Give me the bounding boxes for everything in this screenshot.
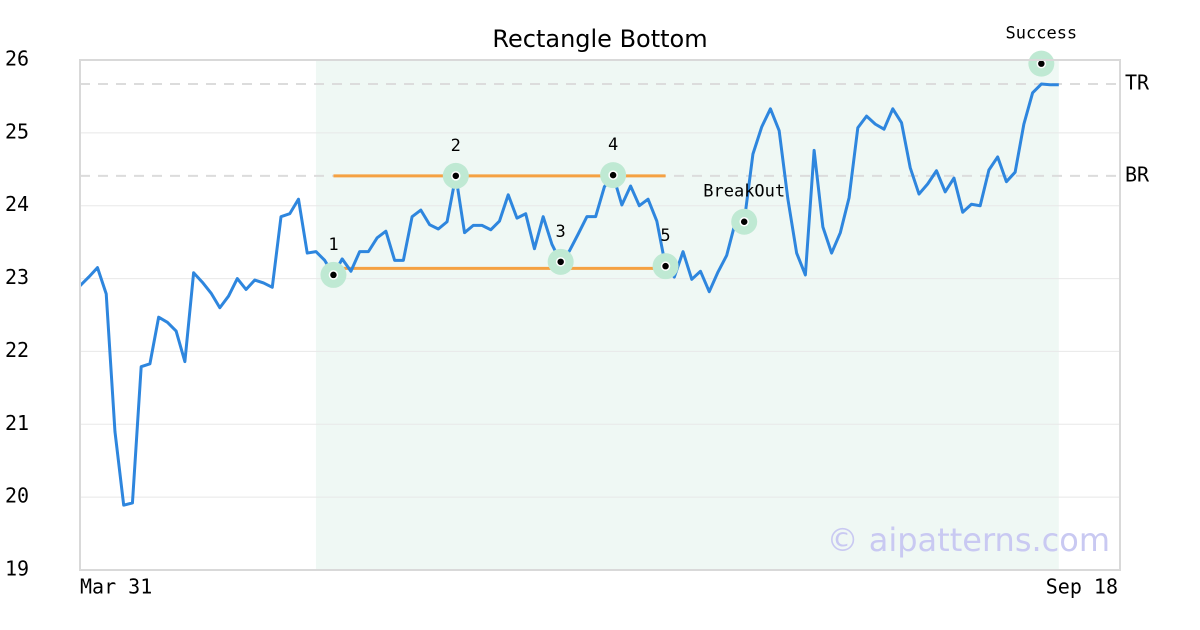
pattern-point-label: 3 (556, 222, 566, 242)
level-label: TR (1125, 71, 1150, 95)
pattern-point (660, 261, 671, 271)
plot-frame (79, 59, 1121, 571)
pattern-point (739, 216, 749, 227)
y-tick-label: 24 (5, 192, 29, 216)
pattern-point-label: 1 (328, 235, 338, 255)
level-label: BR (1125, 162, 1150, 186)
watermark: © aipatterns.com (827, 521, 1110, 559)
pattern-point-label: 5 (660, 226, 670, 246)
pattern-point-label: BreakOut (703, 182, 785, 202)
y-tick-label: 23 (5, 265, 29, 289)
pattern-point (608, 170, 618, 180)
pattern-point (555, 257, 566, 267)
x-tick-label: Sep 18 (1046, 575, 1118, 599)
pattern-point-label: Success (1006, 24, 1078, 44)
y-tick-label: 26 (5, 47, 29, 71)
chart-title: Rectangle Bottom (492, 25, 707, 53)
y-tick-label: 20 (5, 484, 29, 508)
pattern-region (315, 60, 1059, 570)
y-tick-label: 25 (5, 119, 29, 143)
pattern-point-label: 2 (451, 136, 461, 156)
price-line (78, 82, 1059, 507)
pattern-point-label: 4 (608, 135, 618, 155)
y-tick-label: 21 (5, 411, 29, 435)
y-tick-label: 22 (5, 338, 29, 362)
y-tick-label: 19 (5, 557, 29, 581)
x-tick-label: Mar 31 (80, 575, 152, 599)
pattern-point (451, 171, 461, 181)
pattern-point (328, 270, 339, 280)
